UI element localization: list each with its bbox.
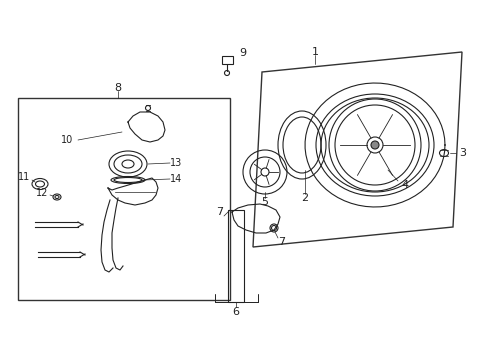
Text: 10: 10 xyxy=(61,135,73,145)
Text: 11: 11 xyxy=(18,172,30,182)
Text: 3: 3 xyxy=(459,148,466,158)
Circle shape xyxy=(370,141,378,149)
Bar xyxy=(222,56,232,64)
Text: 12: 12 xyxy=(36,188,48,198)
Text: 8: 8 xyxy=(114,83,122,93)
Text: 7: 7 xyxy=(216,207,223,217)
Bar xyxy=(18,98,229,300)
Text: 9: 9 xyxy=(239,48,246,58)
Text: 14: 14 xyxy=(169,174,182,184)
Text: 5: 5 xyxy=(261,197,268,207)
Text: 13: 13 xyxy=(169,158,182,168)
Text: 2: 2 xyxy=(301,193,308,203)
Text: 7: 7 xyxy=(278,237,285,247)
Bar xyxy=(227,210,244,302)
Text: 4: 4 xyxy=(401,180,408,190)
Text: 1: 1 xyxy=(311,47,318,57)
Text: 6: 6 xyxy=(232,307,239,317)
